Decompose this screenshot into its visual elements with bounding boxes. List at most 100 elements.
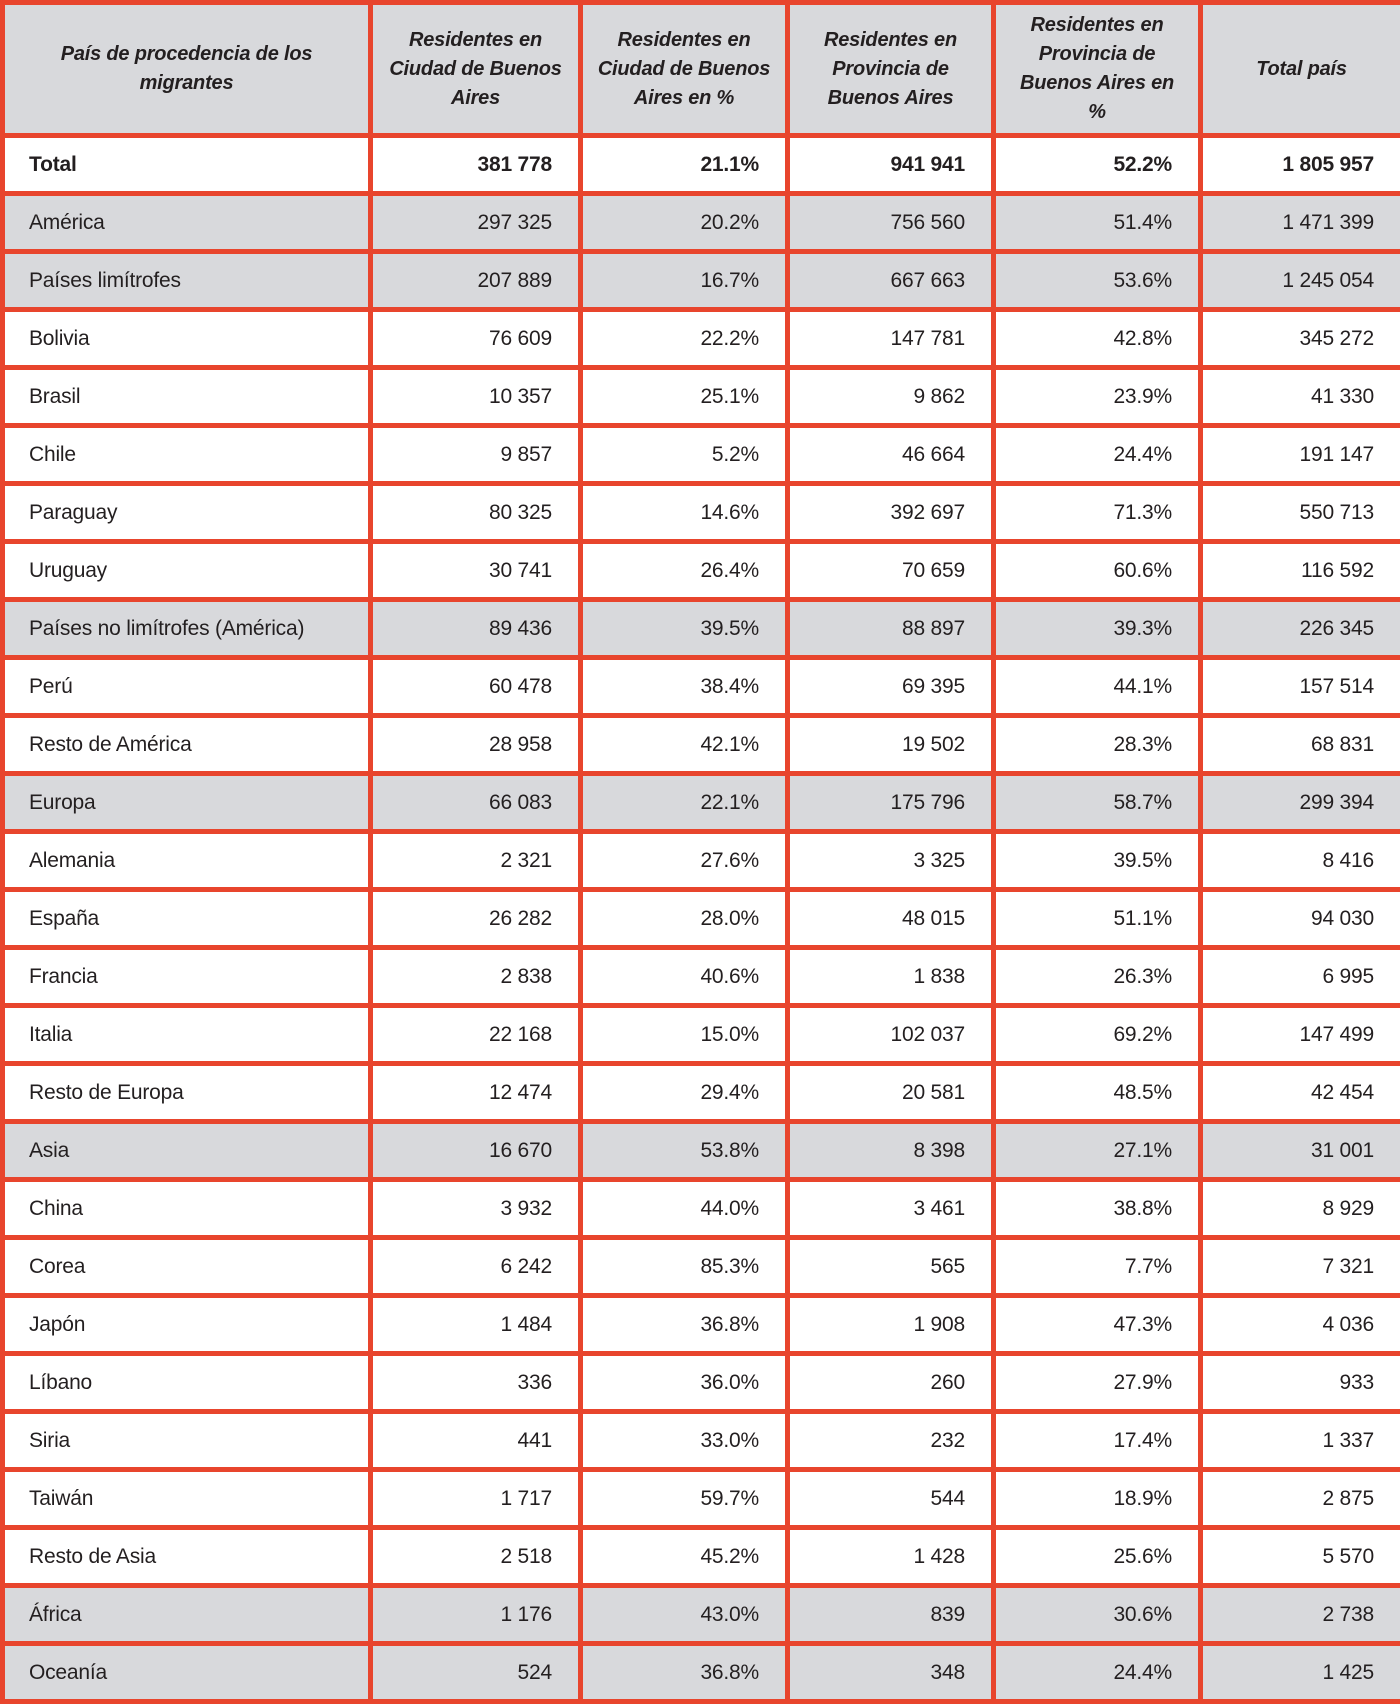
value-cell: 1 805 957 <box>1201 136 1400 194</box>
row-label: América <box>3 194 371 252</box>
value-cell: 5.2% <box>581 426 788 484</box>
value-cell: 27.1% <box>994 1122 1201 1180</box>
row-label: Resto de Europa <box>3 1064 371 1122</box>
value-cell: 43.0% <box>581 1586 788 1644</box>
value-cell: 14.6% <box>581 484 788 542</box>
value-cell: 175 796 <box>788 774 994 832</box>
value-cell: 26.4% <box>581 542 788 600</box>
value-cell: 36.8% <box>581 1644 788 1702</box>
row-label: Italia <box>3 1006 371 1064</box>
value-cell: 5 570 <box>1201 1528 1400 1586</box>
column-header: Residentes en Ciudad de Buenos Aires <box>371 3 581 136</box>
value-cell: 36.0% <box>581 1354 788 1412</box>
value-cell: 70 659 <box>788 542 994 600</box>
value-cell: 839 <box>788 1586 994 1644</box>
value-cell: 8 398 <box>788 1122 994 1180</box>
value-cell: 24.4% <box>994 426 1201 484</box>
value-cell: 60 478 <box>371 658 581 716</box>
row-label: Alemania <box>3 832 371 890</box>
value-cell: 1 717 <box>371 1470 581 1528</box>
row-label: Siria <box>3 1412 371 1470</box>
value-cell: 48.5% <box>994 1064 1201 1122</box>
value-cell: 565 <box>788 1238 994 1296</box>
value-cell: 7 321 <box>1201 1238 1400 1296</box>
value-cell: 22.1% <box>581 774 788 832</box>
value-cell: 941 941 <box>788 136 994 194</box>
value-cell: 933 <box>1201 1354 1400 1412</box>
value-cell: 207 889 <box>371 252 581 310</box>
value-cell: 53.6% <box>994 252 1201 310</box>
value-cell: 53.8% <box>581 1122 788 1180</box>
value-cell: 38.4% <box>581 658 788 716</box>
value-cell: 22 168 <box>371 1006 581 1064</box>
value-cell: 1 838 <box>788 948 994 1006</box>
value-cell: 756 560 <box>788 194 994 252</box>
value-cell: 44.1% <box>994 658 1201 716</box>
value-cell: 8 416 <box>1201 832 1400 890</box>
row-label: Oceanía <box>3 1644 371 1702</box>
value-cell: 68 831 <box>1201 716 1400 774</box>
value-cell: 260 <box>788 1354 994 1412</box>
value-cell: 25.1% <box>581 368 788 426</box>
value-cell: 2 321 <box>371 832 581 890</box>
value-cell: 381 778 <box>371 136 581 194</box>
row-label: Francia <box>3 948 371 1006</box>
value-cell: 44.0% <box>581 1180 788 1238</box>
row-label: Brasil <box>3 368 371 426</box>
value-cell: 31 001 <box>1201 1122 1400 1180</box>
value-cell: 544 <box>788 1470 994 1528</box>
row-label: Bolivia <box>3 310 371 368</box>
row-label: Uruguay <box>3 542 371 600</box>
value-cell: 88 897 <box>788 600 994 658</box>
value-cell: 39.5% <box>581 600 788 658</box>
row-label: Europa <box>3 774 371 832</box>
value-cell: 80 325 <box>371 484 581 542</box>
value-cell: 47.3% <box>994 1296 1201 1354</box>
value-cell: 89 436 <box>371 600 581 658</box>
value-cell: 226 345 <box>1201 600 1400 658</box>
value-cell: 85.3% <box>581 1238 788 1296</box>
value-cell: 157 514 <box>1201 658 1400 716</box>
value-cell: 21.1% <box>581 136 788 194</box>
value-cell: 59.7% <box>581 1470 788 1528</box>
row-label: Perú <box>3 658 371 716</box>
value-cell: 392 697 <box>788 484 994 542</box>
value-cell: 116 592 <box>1201 542 1400 600</box>
value-cell: 3 325 <box>788 832 994 890</box>
value-cell: 42 454 <box>1201 1064 1400 1122</box>
value-cell: 39.3% <box>994 600 1201 658</box>
row-label: Países limítrofes <box>3 252 371 310</box>
row-label: Paraguay <box>3 484 371 542</box>
row-label: España <box>3 890 371 948</box>
value-cell: 3 932 <box>371 1180 581 1238</box>
value-cell: 3 461 <box>788 1180 994 1238</box>
value-cell: 524 <box>371 1644 581 1702</box>
value-cell: 7.7% <box>994 1238 1201 1296</box>
row-label: Corea <box>3 1238 371 1296</box>
value-cell: 52.2% <box>994 136 1201 194</box>
value-cell: 17.4% <box>994 1412 1201 1470</box>
value-cell: 2 738 <box>1201 1586 1400 1644</box>
value-cell: 2 875 <box>1201 1470 1400 1528</box>
value-cell: 20 581 <box>788 1064 994 1122</box>
value-cell: 28 958 <box>371 716 581 774</box>
value-cell: 2 518 <box>371 1528 581 1586</box>
value-cell: 348 <box>788 1644 994 1702</box>
value-cell: 27.6% <box>581 832 788 890</box>
